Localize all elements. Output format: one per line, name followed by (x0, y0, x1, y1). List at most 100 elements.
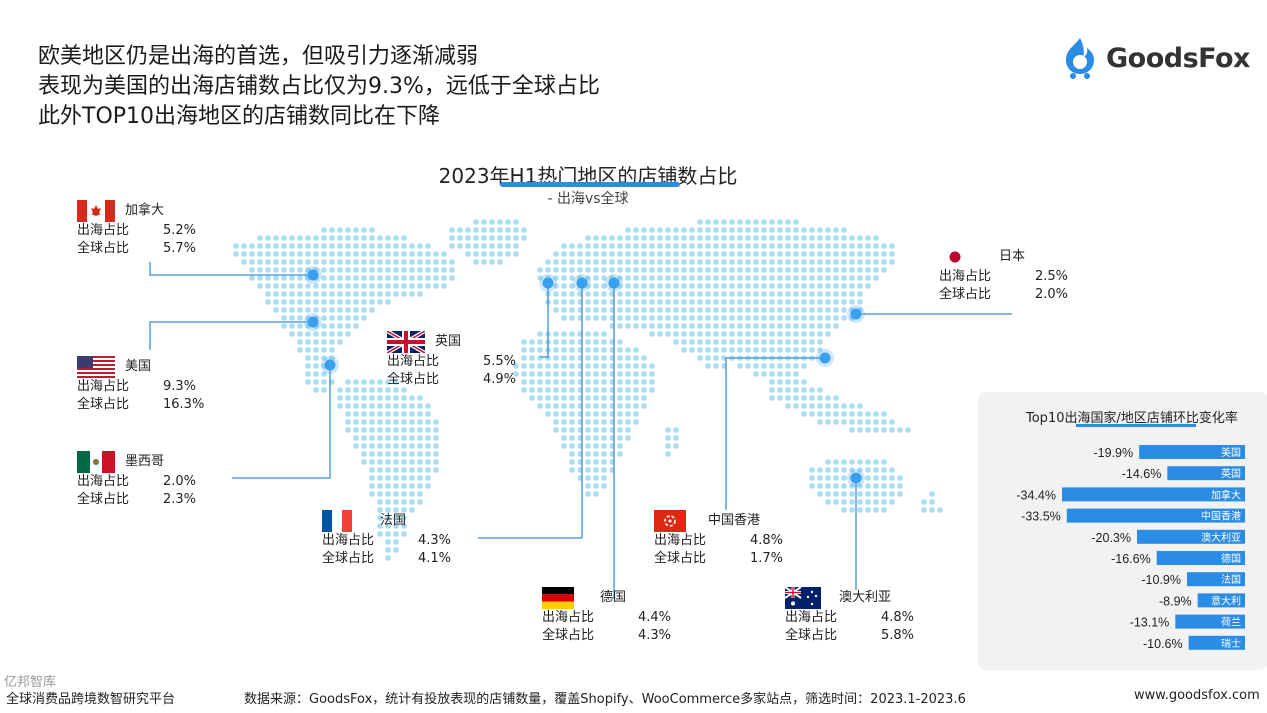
map-dot (761, 299, 767, 305)
map-dot (833, 323, 839, 329)
map-dot (841, 283, 847, 289)
map-dot (817, 291, 823, 297)
map-dot (641, 283, 647, 289)
map-dot (401, 483, 407, 489)
map-dot (881, 251, 887, 257)
marker-canada (307, 269, 319, 281)
map-dot (625, 275, 631, 281)
map-dot (657, 251, 663, 257)
map-dot (329, 227, 335, 233)
map-dot (361, 275, 367, 281)
map-dot (617, 419, 623, 425)
map-dot (729, 267, 735, 273)
map-dot (657, 291, 663, 297)
map-dot (865, 419, 871, 425)
map-dot (313, 355, 319, 361)
map-dot (817, 419, 823, 425)
map-dot (409, 291, 415, 297)
map-dot (817, 259, 823, 265)
map-dot (857, 507, 863, 513)
map-dot (865, 259, 871, 265)
map-dot (393, 395, 399, 401)
map-dot (633, 363, 639, 369)
map-dot (361, 403, 367, 409)
map-dot (561, 339, 567, 345)
map-dot (809, 275, 815, 281)
map-dot (601, 459, 607, 465)
map-dot (849, 243, 855, 249)
map-dot (737, 347, 743, 353)
map-dot (521, 235, 527, 241)
map-dot (553, 291, 559, 297)
map-dot (393, 475, 399, 481)
map-dot (729, 219, 735, 225)
map-dot (721, 219, 727, 225)
map-dot (305, 331, 311, 337)
map-dot (833, 291, 839, 297)
map-dot (409, 483, 415, 489)
map-dot (721, 243, 727, 249)
map-dot (465, 251, 471, 257)
map-dot (641, 235, 647, 241)
map-dot (585, 339, 591, 345)
map-dot (377, 491, 383, 497)
map-dot (817, 323, 823, 329)
map-dot (857, 283, 863, 289)
map-dot (377, 387, 383, 393)
footer-url: www.goodsfox.com (1134, 688, 1260, 703)
map-dot (265, 291, 271, 297)
map-dot (529, 371, 535, 377)
map-dot (777, 323, 783, 329)
map-dot (697, 315, 703, 321)
region-card-uk: 英国 出海占比 5.5% 全球占比 4.9% (385, 329, 543, 389)
map-dot (681, 291, 687, 297)
map-dot (881, 411, 887, 417)
map-dot (561, 443, 567, 449)
map-dot (481, 235, 487, 241)
map-dot (289, 235, 295, 241)
global-label: 全球占比 (77, 397, 130, 412)
map-dot (545, 395, 551, 401)
connector-hongkong (725, 357, 825, 510)
map-dot (745, 227, 751, 233)
map-dot (529, 363, 535, 369)
map-dot (377, 523, 383, 529)
map-dot (897, 491, 903, 497)
map-dot (737, 291, 743, 297)
map-dot (585, 451, 591, 457)
map-dot (737, 339, 743, 345)
map-dot (841, 491, 847, 497)
map-dot (737, 227, 743, 233)
map-dot (809, 227, 815, 233)
map-dot (721, 291, 727, 297)
map-dot (809, 411, 815, 417)
map-dot (385, 267, 391, 273)
map-dot (809, 331, 815, 337)
map-dot (553, 427, 559, 433)
map-dot (881, 507, 887, 513)
map-dot (641, 403, 647, 409)
map-dot (593, 491, 599, 497)
map-dot (433, 459, 439, 465)
map-dot (817, 251, 823, 257)
map-dot (849, 491, 855, 497)
map-dot (777, 251, 783, 257)
map-dot (313, 259, 319, 265)
map-dot (857, 259, 863, 265)
map-dot (553, 419, 559, 425)
map-dot (329, 347, 335, 353)
map-dot (353, 379, 359, 385)
map-dot (633, 419, 639, 425)
map-dot (633, 259, 639, 265)
map-dot (705, 331, 711, 337)
map-dot (729, 235, 735, 241)
map-dot (353, 323, 359, 329)
map-dot (369, 299, 375, 305)
map-dot (753, 371, 759, 377)
map-dot (681, 339, 687, 345)
map-dot (561, 347, 567, 353)
map-dot (345, 419, 351, 425)
map-dot (401, 235, 407, 241)
map-dot (385, 555, 391, 561)
map-dot (673, 259, 679, 265)
